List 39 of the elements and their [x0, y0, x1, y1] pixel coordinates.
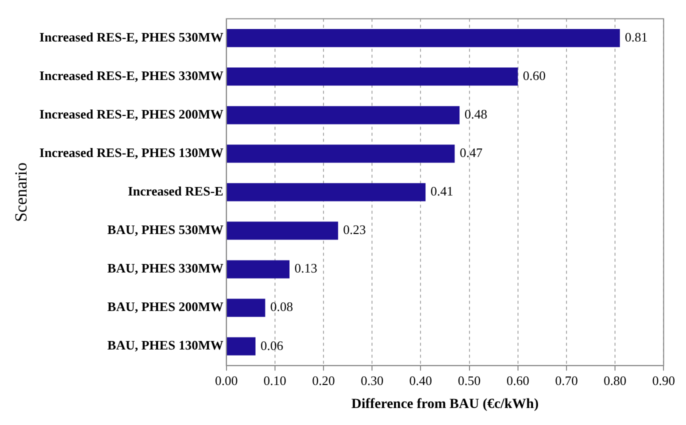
bar: [226, 29, 620, 48]
y-tick-label: Increased RES-E, PHES 530MW: [39, 29, 224, 44]
bar: [226, 106, 460, 124]
y-tick-label: Increased RES-E, PHES 330MW: [39, 68, 224, 83]
y-axis-title: Scenario: [12, 162, 31, 222]
y-tick-label: BAU, PHES 530MW: [107, 222, 224, 238]
y-tick-label: Increased RES-E, PHES 200MW: [39, 106, 224, 122]
x-tick-label: 0.60: [506, 372, 530, 388]
x-tick-label: 0.50: [458, 372, 481, 388]
y-tick-label: BAU, PHES 200MW: [107, 299, 224, 314]
bar: [226, 183, 426, 202]
bar: [226, 68, 518, 86]
x-axis-title: Difference from BAU (€c/kWh): [351, 397, 539, 412]
y-tick-label: Increased RES-E, PHES 130MW: [39, 145, 224, 160]
data-label: 0.06: [260, 338, 284, 353]
y-tick-label: BAU, PHES 330MW: [107, 260, 224, 276]
bar: [226, 298, 266, 317]
bar: [226, 260, 290, 278]
data-label: 0.08: [270, 299, 293, 314]
x-tick-label: 0.10: [264, 372, 286, 388]
data-label: 0.13: [294, 260, 318, 276]
data-label: 0.23: [343, 222, 366, 238]
x-tick-label: 0.20: [312, 372, 335, 388]
x-tick-label: 0.80: [604, 372, 626, 388]
data-label: 0.81: [624, 29, 648, 44]
x-tick-label: 0.70: [555, 372, 578, 388]
bar: [226, 337, 256, 356]
data-label: 0.48: [464, 106, 488, 122]
x-tick-label: 0.40: [409, 372, 432, 388]
x-tick-label: 0.90: [652, 372, 675, 388]
bar: [226, 222, 338, 240]
x-tick-label: 0.00: [214, 372, 238, 388]
x-tick-label: 0.30: [360, 372, 384, 388]
y-tick-label: BAU, PHES 130MW: [107, 338, 224, 353]
y-tick-label: Increased RES-E: [128, 184, 224, 199]
data-label: 0.41: [430, 184, 454, 199]
data-label: 0.47: [460, 145, 483, 160]
data-label: 0.60: [522, 68, 546, 84]
bar: [226, 144, 455, 163]
